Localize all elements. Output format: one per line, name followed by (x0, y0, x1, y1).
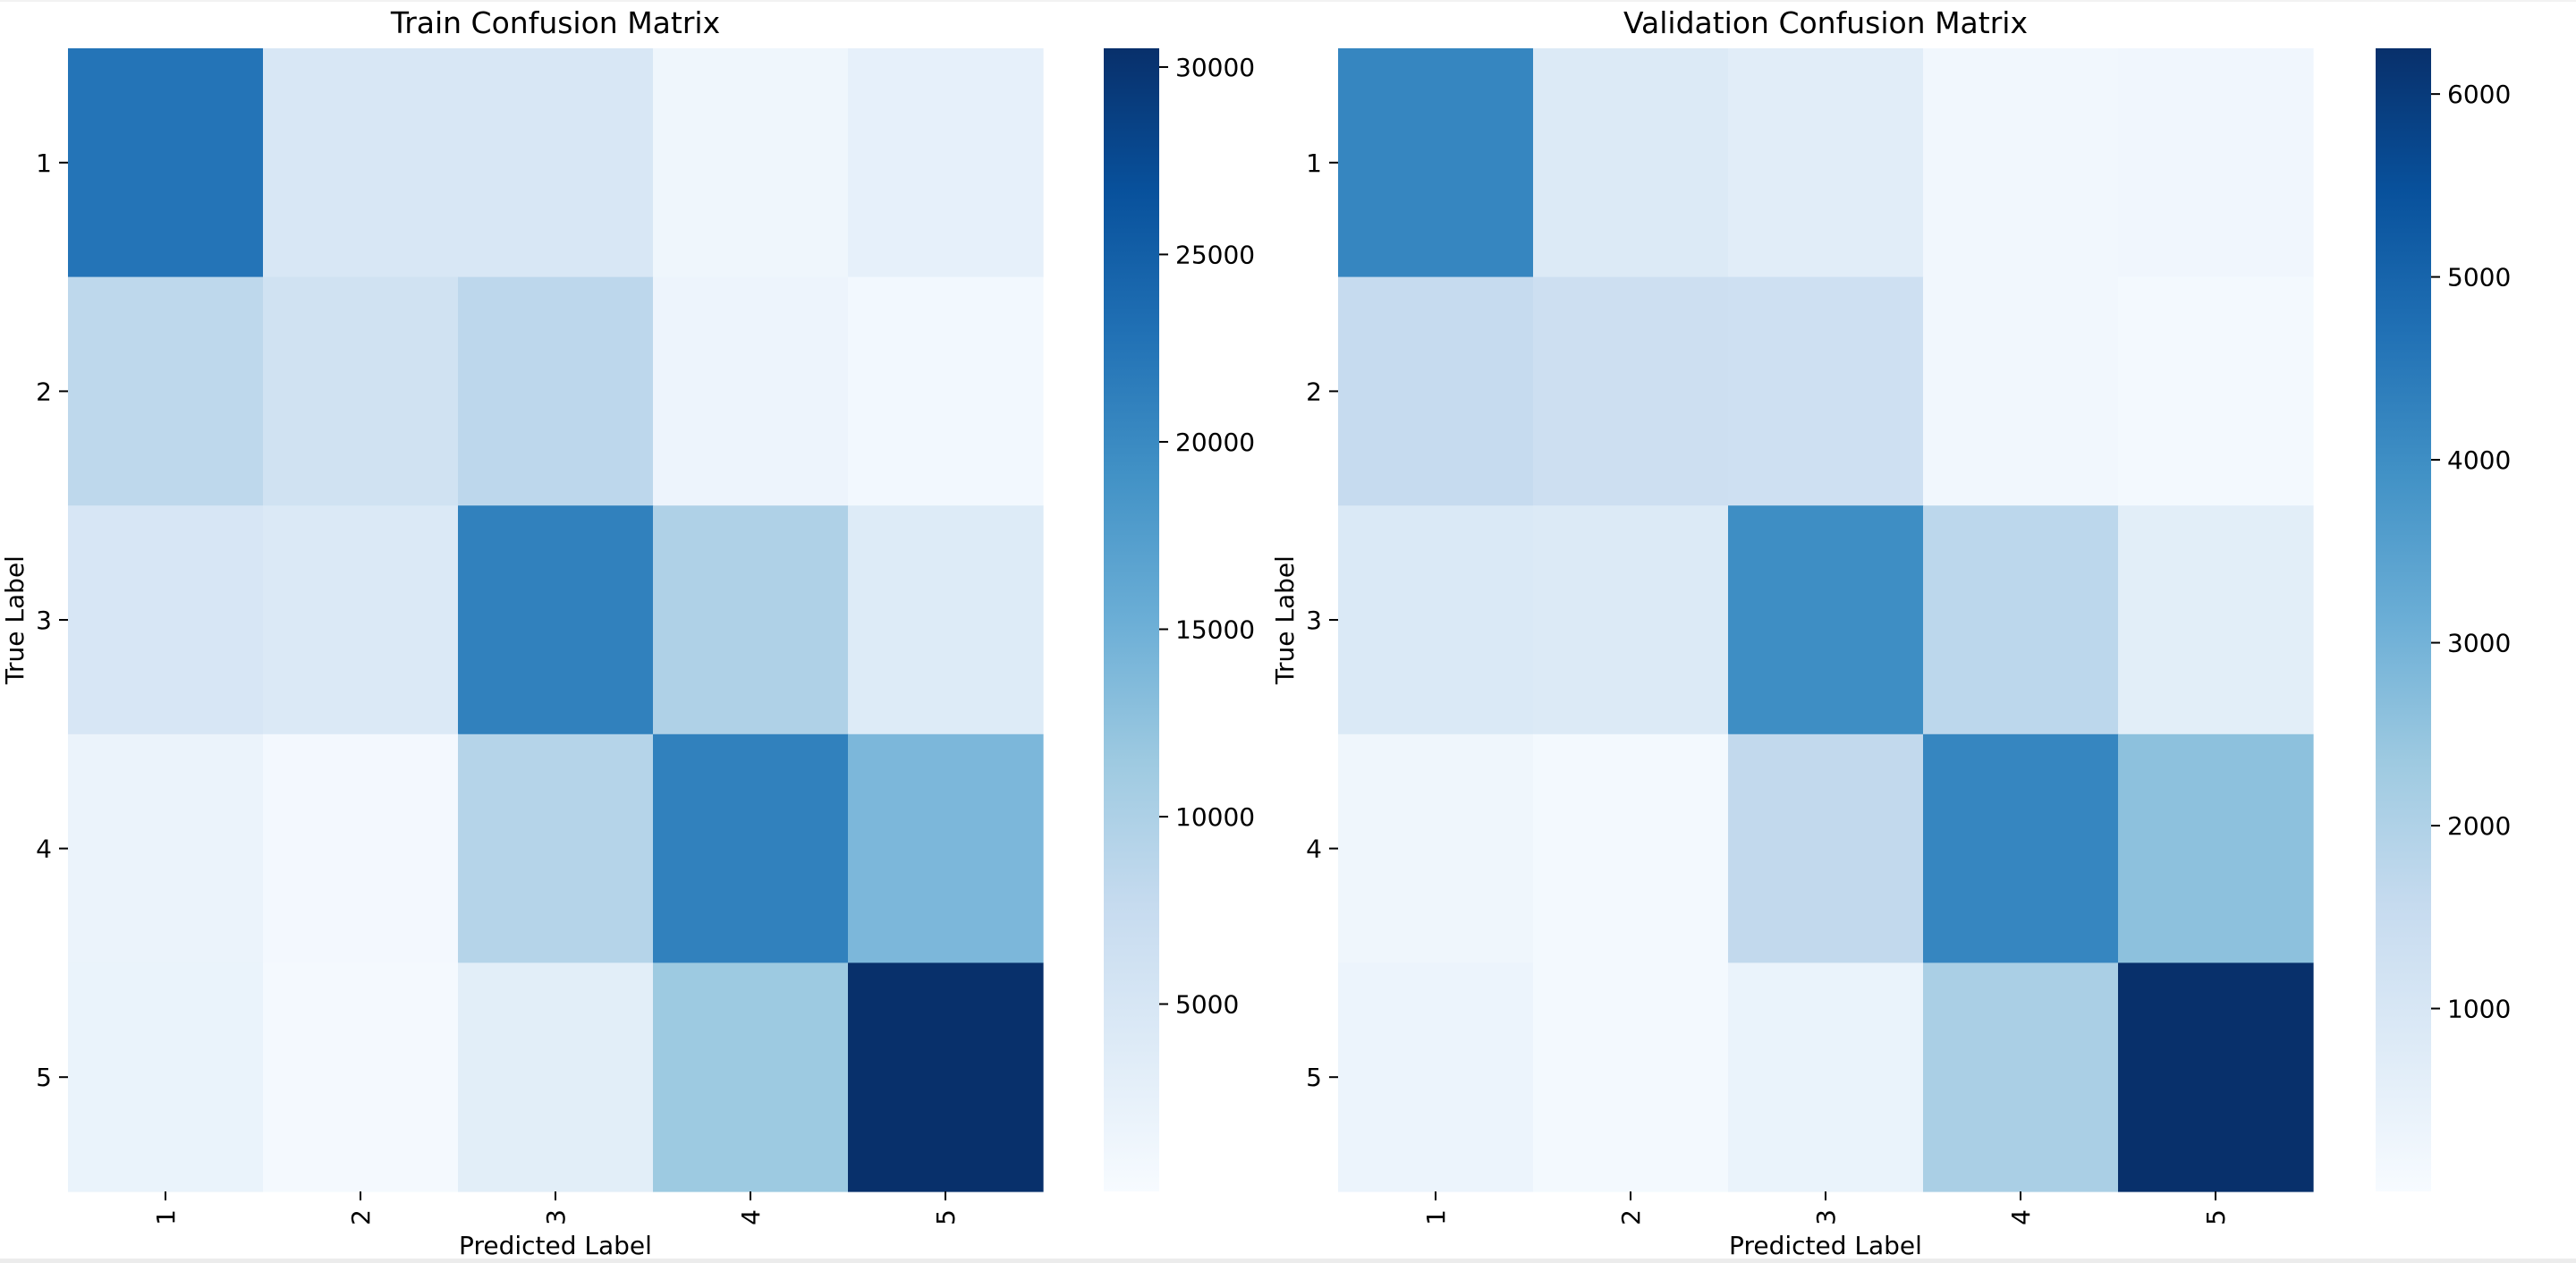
train-cell-3-1 (68, 505, 264, 735)
validation-colorbar-tick-label-5000: 5000 (2447, 263, 2511, 292)
train-cell-2-2 (263, 276, 459, 506)
validation-cell-5-4 (1923, 962, 2119, 1192)
bottom-border (0, 1259, 2576, 1263)
train-cell-3-4 (653, 505, 849, 735)
train-cell-4-1 (68, 733, 264, 963)
train-y-tick-label-1: 1 (36, 148, 52, 178)
train-y-tick-label-4: 4 (36, 835, 52, 864)
train-chart-title: Train Confusion Matrix (390, 5, 720, 40)
validation-x-tick-label-3: 3 (1811, 1209, 1841, 1225)
validation-cell-4-3 (1728, 733, 1924, 963)
validation-colorbar-tick-label-4000: 4000 (2447, 445, 2511, 475)
validation-x-tick-label-2: 2 (1616, 1209, 1646, 1225)
validation-cell-1-2 (1533, 48, 1729, 278)
validation-cell-4-5 (2118, 733, 2314, 963)
validation-cell-3-1 (1338, 505, 1534, 735)
validation-cell-2-3 (1728, 276, 1924, 506)
train-cell-1-1 (68, 48, 264, 278)
validation-cell-1-3 (1728, 48, 1924, 278)
train-cell-1-5 (848, 48, 1044, 278)
train-x-axis-label: Predicted Label (459, 1231, 652, 1260)
validation-cell-5-1 (1338, 962, 1534, 1192)
train-cell-2-3 (458, 276, 654, 506)
train-x-tick-label-4: 4 (736, 1209, 766, 1225)
validation-y-tick-label-1: 1 (1306, 148, 1322, 178)
train-cell-5-5 (848, 962, 1044, 1192)
validation-cell-5-5 (2118, 962, 2314, 1192)
validation-y-tick-label-3: 3 (1306, 606, 1322, 635)
validation-cell-3-3 (1728, 505, 1924, 735)
train-cell-5-2 (263, 962, 459, 1192)
validation-x-tick-label-1: 1 (1421, 1209, 1451, 1225)
train-colorbar (1104, 48, 1159, 1191)
validation-cell-2-1 (1338, 276, 1534, 506)
train-cell-3-2 (263, 505, 459, 735)
train-cell-1-4 (653, 48, 849, 278)
train-cell-3-5 (848, 505, 1044, 735)
validation-cell-1-5 (2118, 48, 2314, 278)
validation-colorbar-tick-label-3000: 3000 (2447, 629, 2511, 658)
train-cell-2-1 (68, 276, 264, 506)
validation-cell-5-3 (1728, 962, 1924, 1192)
train-colorbar-tick-label-25000: 25000 (1175, 240, 1255, 269)
train-cell-1-3 (458, 48, 654, 278)
validation-x-axis-label: Predicted Label (1729, 1231, 1922, 1260)
validation-colorbar (2376, 48, 2431, 1191)
train-cell-4-4 (653, 733, 849, 963)
train-x-tick-label-5: 5 (931, 1209, 961, 1225)
top-border (0, 0, 2576, 2)
validation-cell-3-2 (1533, 505, 1729, 735)
train-y-tick-label-5: 5 (36, 1063, 52, 1092)
train-y-axis-label: True Label (0, 555, 30, 685)
train-cell-2-5 (848, 276, 1044, 506)
validation-y-axis-label: True Label (1270, 555, 1300, 685)
validation-cell-3-5 (2118, 505, 2314, 735)
train-cell-2-4 (653, 276, 849, 506)
train-cell-5-3 (458, 962, 654, 1192)
train-y-tick-label-2: 2 (36, 377, 52, 406)
validation-cell-4-4 (1923, 733, 2119, 963)
train-cell-4-2 (263, 733, 459, 963)
train-x-tick-label-3: 3 (541, 1209, 571, 1225)
train-cell-5-1 (68, 962, 264, 1192)
validation-cell-1-1 (1338, 48, 1534, 278)
train-cell-4-5 (848, 733, 1044, 963)
train-x-tick-label-1: 1 (151, 1209, 181, 1225)
train-cell-3-3 (458, 505, 654, 735)
validation-y-tick-label-5: 5 (1306, 1063, 1322, 1092)
validation-cell-2-4 (1923, 276, 2119, 506)
validation-cell-4-2 (1533, 733, 1729, 963)
validation-x-tick-label-5: 5 (2201, 1209, 2231, 1225)
validation-cell-3-4 (1923, 505, 2119, 735)
train-colorbar-tick-label-5000: 5000 (1175, 989, 1239, 1019)
train-cell-5-4 (653, 962, 849, 1192)
train-cell-1-2 (263, 48, 459, 278)
train-colorbar-tick-label-30000: 30000 (1175, 53, 1255, 82)
validation-colorbar-tick-label-6000: 6000 (2447, 80, 2511, 109)
train-colorbar-tick-label-10000: 10000 (1175, 802, 1255, 832)
validation-cell-5-2 (1533, 962, 1729, 1192)
validation-x-tick-label-4: 4 (2006, 1209, 2036, 1225)
validation-cell-2-2 (1533, 276, 1729, 506)
train-cell-4-3 (458, 733, 654, 963)
train-colorbar-tick-label-20000: 20000 (1175, 428, 1255, 457)
train-colorbar-tick-label-15000: 15000 (1175, 615, 1255, 644)
train-y-tick-label-3: 3 (36, 606, 52, 635)
validation-cell-2-5 (2118, 276, 2314, 506)
train-x-tick-label-2: 2 (346, 1209, 376, 1225)
validation-cell-4-1 (1338, 733, 1534, 963)
validation-y-tick-label-4: 4 (1306, 835, 1322, 864)
validation-cell-1-4 (1923, 48, 2119, 278)
validation-chart-title: Validation Confusion Matrix (1623, 5, 2028, 40)
validation-colorbar-tick-label-2000: 2000 (2447, 811, 2511, 841)
validation-colorbar-tick-label-1000: 1000 (2447, 995, 2511, 1024)
validation-y-tick-label-2: 2 (1306, 377, 1322, 406)
